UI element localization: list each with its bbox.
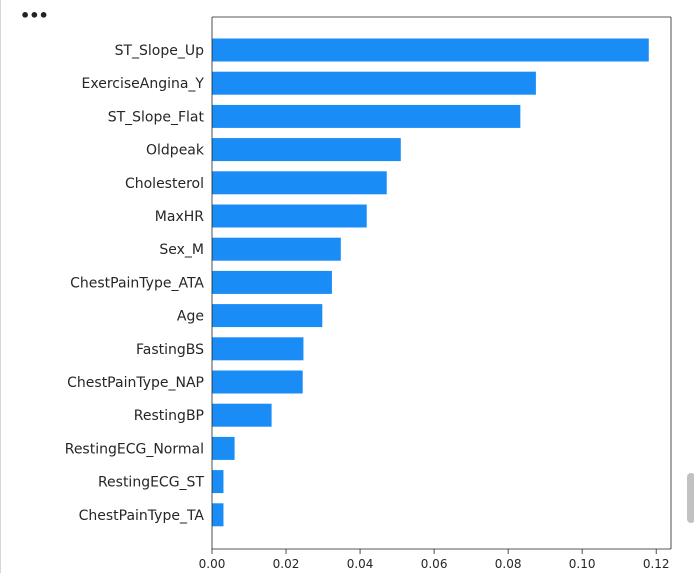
- bar-ChestPainType_NAP: [212, 370, 303, 394]
- bar-FastingBS: [212, 337, 304, 361]
- scrollbar-thumb[interactable]: [687, 473, 694, 523]
- bar-Sex_M: [212, 237, 341, 261]
- y-tick-label: Sex_M: [159, 242, 204, 258]
- bar-ST_Slope_Up: [212, 38, 649, 62]
- y-tick-label: MaxHR: [155, 209, 204, 225]
- x-tick-label: 0.02: [273, 557, 300, 571]
- y-tick-label: Age: [177, 309, 204, 325]
- y-tick-label: RestingECG_Normal: [65, 441, 204, 457]
- y-tick-label: RestingBP: [134, 408, 204, 424]
- x-tick-label: 0.12: [643, 557, 670, 571]
- bar-ExerciseAngina_Y: [212, 71, 536, 95]
- y-tick-label: Cholesterol: [125, 176, 204, 192]
- y-tick-label: ST_Slope_Flat: [108, 109, 205, 125]
- bar-Oldpeak: [212, 138, 401, 162]
- y-tick-label: ChestPainType_TA: [79, 508, 205, 524]
- bar-RestingBP: [212, 403, 272, 427]
- bar-Cholesterol: [212, 171, 387, 195]
- bars-group: [212, 38, 649, 527]
- bar-ChestPainType_ATA: [212, 270, 332, 294]
- bar-ST_Slope_Flat: [212, 104, 521, 128]
- bar-MaxHR: [212, 204, 367, 228]
- x-tick-label: 0.06: [421, 557, 448, 571]
- x-tick-label: 0.00: [199, 557, 226, 571]
- bar-RestingECG_ST: [212, 470, 224, 494]
- y-tick-label: FastingBS: [136, 342, 204, 358]
- bar-Age: [212, 304, 323, 328]
- y-tick-label: ChestPainType_NAP: [67, 375, 204, 391]
- x-tick-label: 0.08: [495, 557, 522, 571]
- bar-ChestPainType_TA: [212, 503, 224, 527]
- y-tick-label: ST_Slope_Up: [115, 43, 205, 59]
- y-tick-label: ExerciseAngina_Y: [82, 76, 205, 92]
- bar-RestingECG_Normal: [212, 436, 235, 460]
- more-options-icon[interactable]: •••: [20, 6, 49, 25]
- y-tick-label: ChestPainType_ATA: [70, 275, 204, 291]
- y-tick-label: RestingECG_ST: [98, 475, 205, 491]
- y-tick-labels-group: ST_Slope_Up ExerciseAngina_Y ST_Slope_Flat…: [65, 43, 205, 524]
- x-tick-label: 0.10: [569, 557, 596, 571]
- x-axis-group: 0.00 0.02 0.04 0.06 0.08 0.10 0.12: [199, 549, 670, 571]
- x-tick-label: 0.04: [347, 557, 374, 571]
- y-tick-label: Oldpeak: [146, 143, 205, 159]
